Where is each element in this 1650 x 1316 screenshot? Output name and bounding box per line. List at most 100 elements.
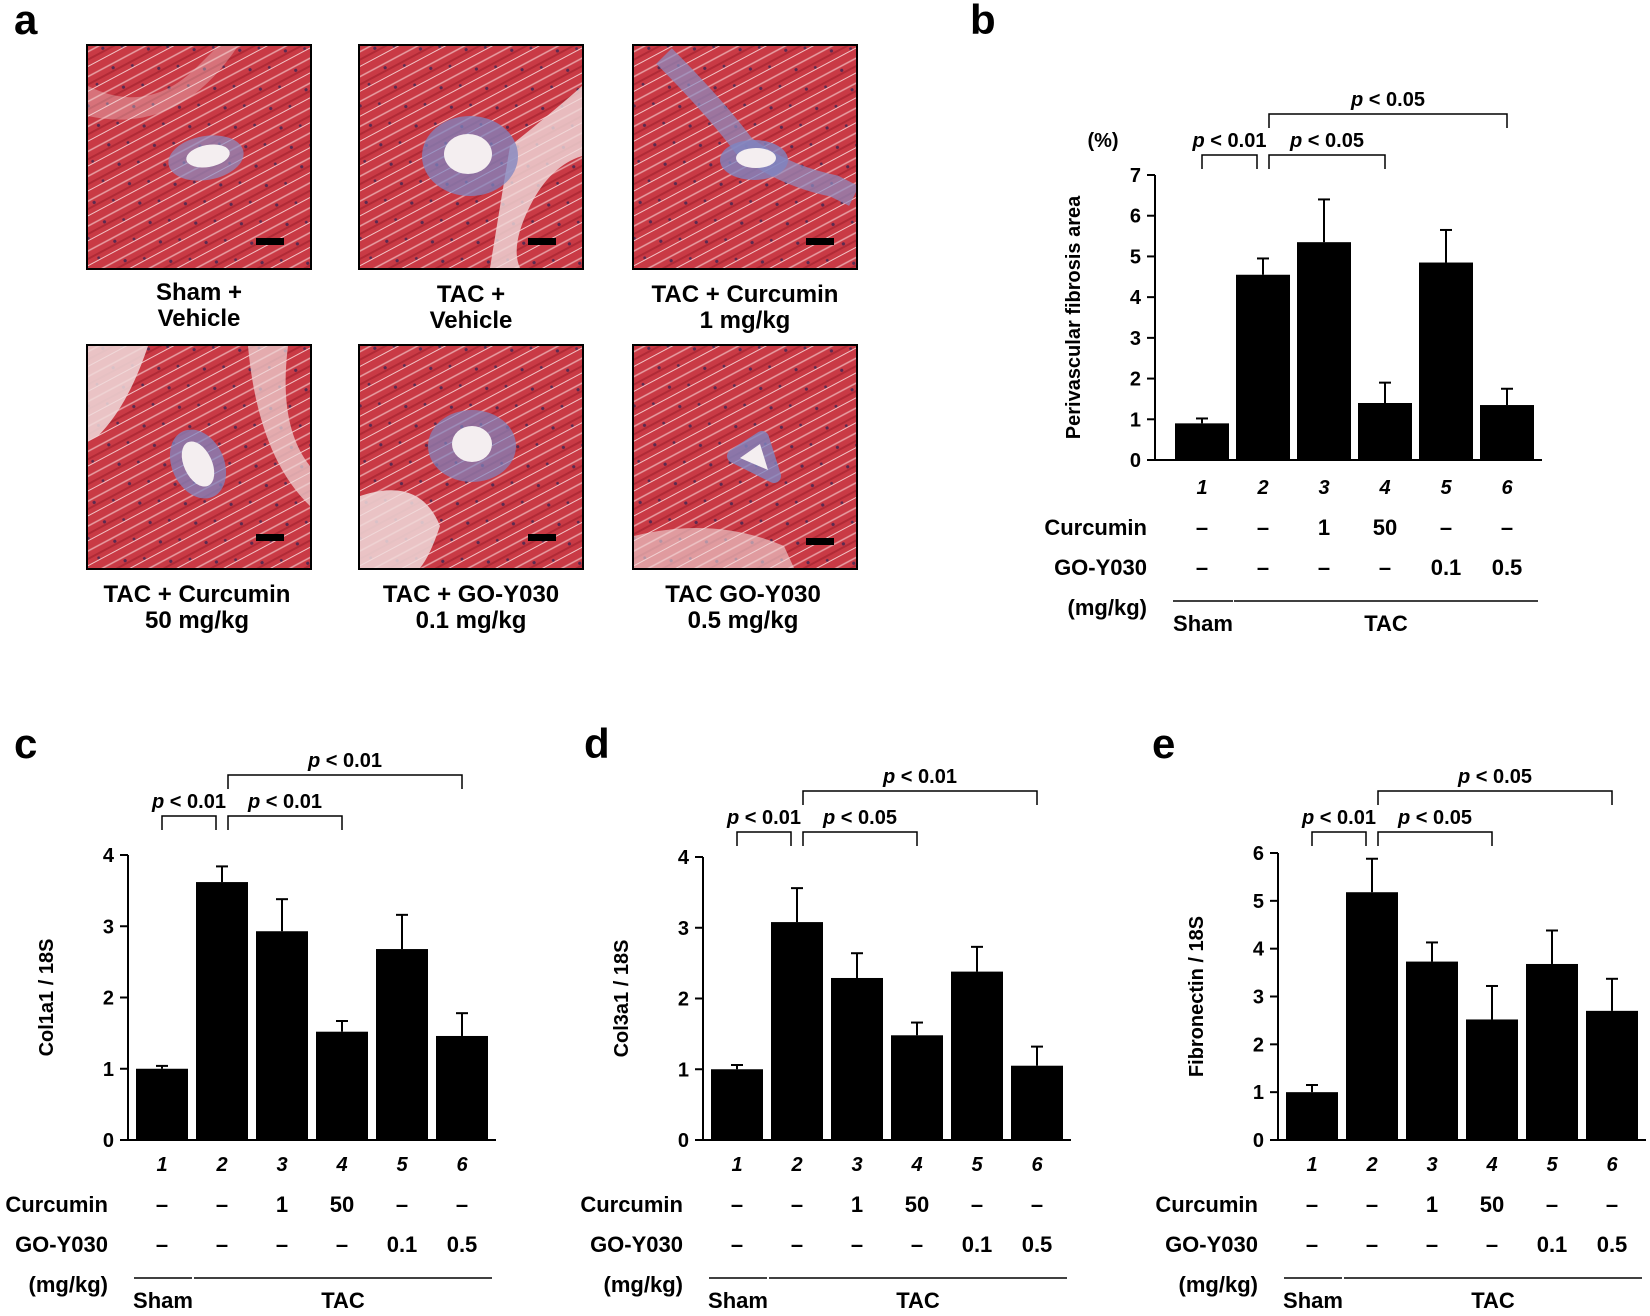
row-value: –	[216, 1192, 228, 1217]
row-value: 0.1	[387, 1232, 418, 1257]
micrograph-caption: TAC + GO-Y030 0.1 mg/kg	[382, 581, 560, 634]
row-value: –	[1306, 1192, 1318, 1217]
panel-label-b: b	[970, 0, 996, 43]
significance-label: p < 0.05	[1289, 130, 1364, 152]
chart-b-perivascular-fibrosis: 0 1 2 3 4 5 6 7 Perivascular fibrosis area (%) 1 2 3…	[1044, 89, 1542, 636]
scale-bar	[528, 238, 556, 245]
significance-label: p < 0.01	[307, 750, 382, 772]
significance-bracket	[802, 790, 1038, 805]
row-value: 1	[276, 1192, 288, 1217]
significance-label: p < 0.01	[1301, 807, 1376, 829]
y-tick-label: 4	[1130, 287, 1142, 309]
x-category-label: 3	[1426, 1154, 1437, 1176]
y-axis-label: Fibronectin / 18S	[1186, 916, 1208, 1077]
significance-label: p < 0.01	[247, 791, 322, 813]
row-value: 0.1	[1537, 1232, 1568, 1257]
bar	[1175, 423, 1229, 460]
micrograph-caption: TAC + Curcumin 50 mg/kg	[103, 581, 291, 634]
row-value: –	[456, 1192, 468, 1217]
significance-label: p < 0.01	[151, 791, 226, 813]
x-category-label: 4	[910, 1154, 922, 1176]
micrograph-caption: TAC + Curcumin 1 mg/kg	[651, 281, 839, 334]
scale-bar	[256, 238, 284, 245]
group-label: TAC	[321, 1288, 365, 1313]
significance-bracket	[1377, 790, 1613, 805]
bar	[196, 882, 248, 1140]
row-value: 50	[905, 1192, 929, 1217]
row-value: 0.5	[447, 1232, 478, 1257]
row-value: 0.1	[1431, 555, 1462, 580]
row-value: –	[1306, 1232, 1318, 1257]
significance-label: p < 0.01	[882, 766, 957, 788]
y-axis-label: Col3a1 / 18S	[611, 940, 633, 1058]
row-value: –	[1031, 1192, 1043, 1217]
row-value: –	[731, 1232, 743, 1257]
row-value: –	[1426, 1232, 1438, 1257]
micrograph-caption: Sham + Vehicle	[155, 279, 243, 332]
unit-row-label: (mg/kg)	[29, 1272, 108, 1297]
y-tick-label: 6	[1253, 843, 1264, 865]
row-label: Curcumin	[5, 1192, 108, 1217]
row-value: –	[216, 1232, 228, 1257]
panel-label-e: e	[1152, 720, 1176, 767]
bar	[1346, 892, 1398, 1140]
bar	[376, 949, 428, 1140]
significance-bracket	[161, 815, 217, 830]
significance-bracket	[736, 831, 792, 846]
bar	[256, 931, 308, 1140]
row-label: Curcumin	[580, 1192, 683, 1217]
bar	[1406, 961, 1458, 1140]
y-tick-label: 1	[103, 1059, 114, 1081]
x-category-label: 1	[156, 1154, 167, 1176]
bar	[1011, 1065, 1063, 1140]
bar	[771, 922, 823, 1140]
significance-bracket	[227, 815, 343, 830]
bar	[1586, 1010, 1638, 1140]
x-category-label: 1	[731, 1154, 742, 1176]
group-label: TAC	[896, 1288, 940, 1313]
x-category-label: 5	[1546, 1154, 1558, 1176]
bar	[1419, 262, 1473, 460]
row-value: –	[156, 1192, 168, 1217]
y-tick-label: 4	[103, 845, 115, 867]
row-value: –	[791, 1232, 803, 1257]
row-value: 50	[1373, 515, 1397, 540]
row-value: –	[1257, 515, 1269, 540]
row-value: 0.5	[1022, 1232, 1053, 1257]
y-tick-label: 2	[103, 988, 114, 1010]
chart-e-fibronectin: 0 1 2 3 4 5 6 Fibronectin / 18S 1 2 3 4 5 6 Curcumin – –…	[1155, 766, 1646, 1313]
y-tick-label: 0	[1253, 1130, 1264, 1152]
row-value: –	[1606, 1192, 1618, 1217]
row-value: –	[396, 1192, 408, 1217]
significance-bracket	[1268, 113, 1508, 128]
bar	[831, 977, 883, 1140]
bar	[1297, 242, 1351, 460]
x-category-label: 3	[276, 1154, 287, 1176]
bar	[1358, 403, 1412, 460]
scale-bar	[806, 538, 834, 545]
row-label: GO-Y030	[15, 1232, 108, 1257]
group-label: Sham	[1283, 1288, 1343, 1313]
row-label: Curcumin	[1044, 515, 1147, 540]
unit-row-label: (mg/kg)	[1068, 595, 1147, 620]
x-category-label: 2	[790, 1154, 802, 1176]
scale-bar	[806, 238, 834, 245]
micrograph-tac-curcumin-50	[86, 344, 312, 570]
significance-bracket	[802, 831, 918, 846]
scale-bar	[256, 534, 284, 541]
micrograph-caption: TAC GO-Y030 0.5 mg/kg	[665, 581, 821, 634]
row-value: 50	[1480, 1192, 1504, 1217]
x-category-label: 2	[1256, 477, 1268, 499]
row-value: 0.5	[1597, 1232, 1628, 1257]
x-category-label: 4	[1485, 1154, 1497, 1176]
row-value: –	[1366, 1232, 1378, 1257]
row-label: GO-Y030	[590, 1232, 683, 1257]
y-tick-label: 3	[1253, 987, 1264, 1009]
micrograph-sham-vehicle	[86, 44, 312, 270]
x-category-label: 5	[971, 1154, 983, 1176]
row-value: –	[336, 1232, 348, 1257]
row-value: –	[1440, 515, 1452, 540]
micrograph-caption: TAC + Vehicle	[429, 281, 513, 334]
significance-label: p < 0.01	[726, 807, 801, 829]
row-value: –	[1486, 1232, 1498, 1257]
